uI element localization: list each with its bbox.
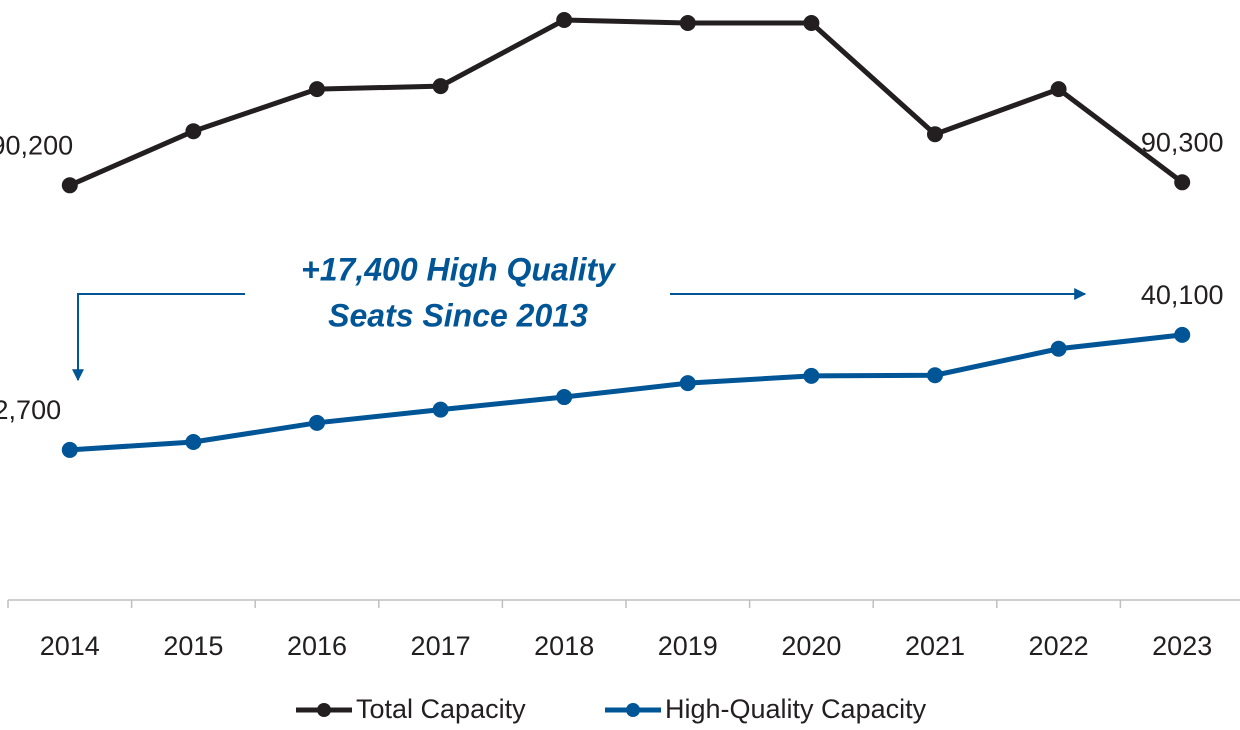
- x-tick-label: 2015: [163, 631, 223, 661]
- point: [432, 401, 449, 418]
- point: [185, 433, 202, 450]
- point: [61, 177, 78, 194]
- point: [556, 12, 573, 29]
- legend-label: High-Quality Capacity: [665, 694, 927, 724]
- point: [556, 389, 573, 406]
- x-tick-label: 2017: [411, 631, 471, 661]
- x-tick-label: 2021: [905, 631, 965, 661]
- x-tick-label: 2019: [658, 631, 718, 661]
- point: [61, 441, 78, 458]
- annotation: Seats Since 2013: [328, 297, 588, 333]
- data-label: 40,100: [1141, 280, 1224, 310]
- point: [927, 126, 943, 143]
- x-tick-label: 2016: [287, 631, 347, 661]
- point: [432, 78, 449, 95]
- x-tick-label: 2022: [1029, 631, 1089, 661]
- legend-label: Total Capacity: [356, 694, 526, 724]
- x-tick-label: 2020: [781, 631, 841, 661]
- line: [69, 332, 1183, 453]
- point: [1050, 81, 1067, 98]
- point: [1174, 326, 1191, 343]
- annotation: +17,400 High Quality: [301, 251, 617, 287]
- point: [679, 375, 696, 392]
- data-label: 90,200: [0, 130, 73, 160]
- point: [803, 15, 820, 32]
- point: [309, 414, 325, 431]
- point: [1050, 340, 1067, 357]
- point: [309, 81, 325, 98]
- annotation-arrow: [72, 293, 245, 382]
- point: [927, 367, 943, 384]
- x-tick-label: 2014: [40, 631, 100, 661]
- point: [185, 123, 202, 140]
- point: [1174, 174, 1191, 191]
- x-tick-label: 2018: [534, 631, 594, 661]
- data-label: 22,700: [0, 395, 61, 425]
- line: [68, 17, 1184, 188]
- x-tick-label: 2023: [1152, 631, 1212, 661]
- legend-swatch: [626, 703, 640, 717]
- point: [679, 15, 696, 32]
- data-label: 90,300: [1141, 127, 1224, 157]
- legend-swatch: [317, 703, 331, 717]
- point: [803, 367, 820, 384]
